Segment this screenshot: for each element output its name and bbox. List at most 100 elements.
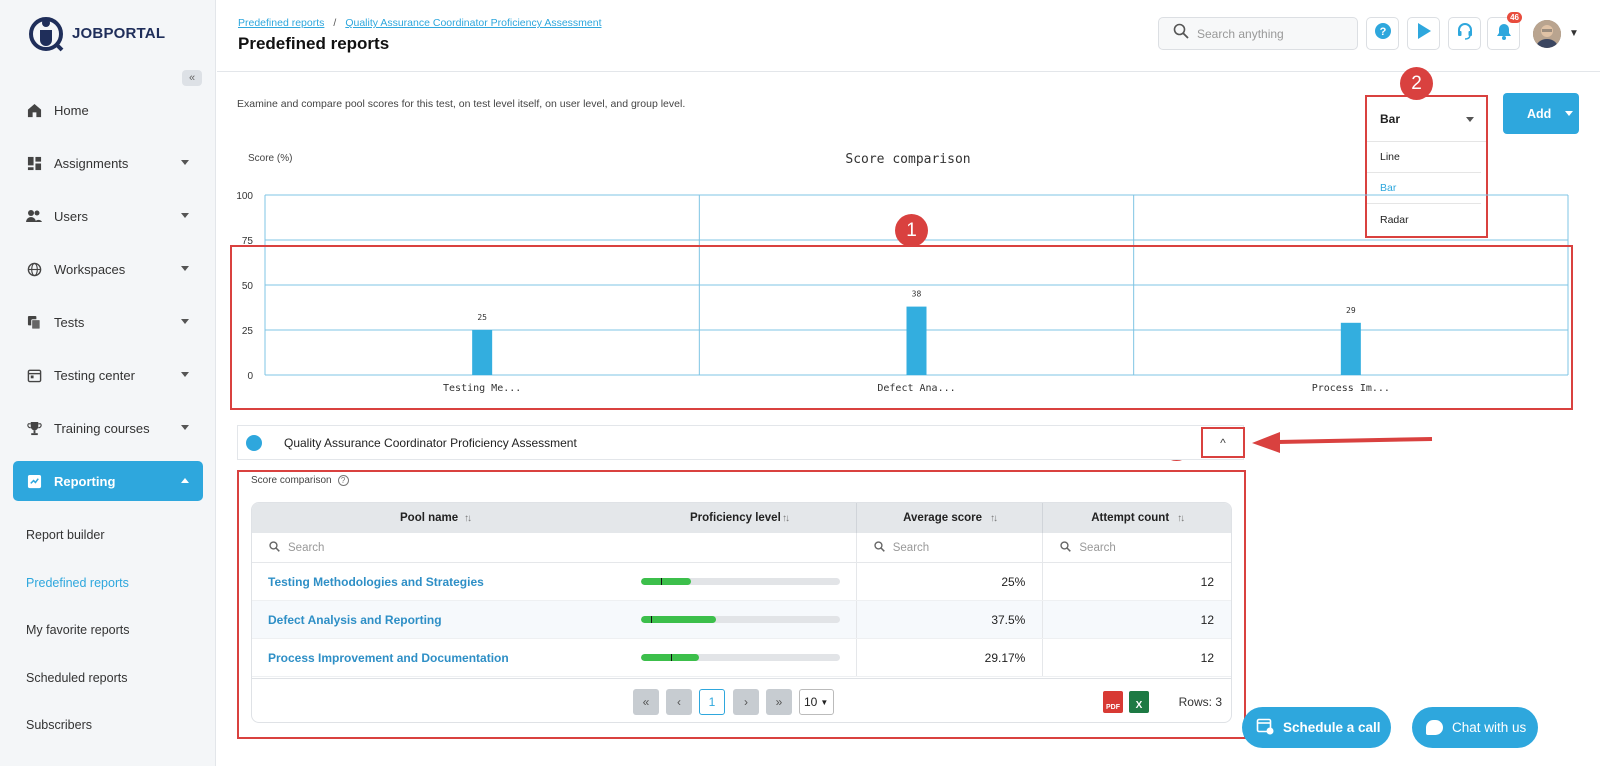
sidebar-item-users[interactable]: Users [13, 196, 203, 236]
proficiency-bar-marker [650, 616, 652, 623]
proficiency-bar-fill [641, 616, 716, 623]
sidebar-item-label: Workspaces [54, 261, 126, 277]
table-header-row: Pool name ↑↓ Proficiency level ↑↓ Averag… [252, 503, 1231, 533]
sort-icon[interactable]: ↑↓ [1177, 512, 1185, 524]
chart-x-tick-label: Defect Ana... [877, 383, 955, 394]
sidebar-subitem-report-builder[interactable]: Report builder [26, 528, 105, 542]
search-icon [874, 540, 885, 555]
notification-badge: 46 [1507, 12, 1522, 23]
attempt-count-search-input[interactable] [1079, 541, 1200, 554]
chart-y-tick-label: 25 [242, 326, 254, 337]
pool-name-link[interactable]: Process Improvement and Documentation [268, 650, 509, 665]
export-pdf-button[interactable]: PDF [1103, 691, 1123, 713]
accordion-title: Quality Assurance Coordinator Proficienc… [284, 436, 577, 450]
chart-type-option-line[interactable]: Line [1367, 142, 1481, 173]
breadcrumb-link-predefined-reports[interactable]: Predefined reports [238, 17, 325, 29]
chart-y-axis-label: Score (%) [248, 153, 292, 164]
chart-type-option-radar[interactable]: Radar [1380, 213, 1409, 226]
pdf-icon: PDF [1106, 704, 1120, 711]
next-page-button[interactable]: › [733, 689, 759, 715]
chart-bar[interactable] [472, 330, 493, 375]
search-icon [1060, 540, 1072, 555]
accordion-collapse-button[interactable]: ^ [1201, 427, 1245, 458]
chart-type-selected[interactable]: Bar [1367, 97, 1486, 142]
sidebar-subitem-subscribers[interactable]: Subscribers [26, 718, 92, 732]
breadcrumb-link-assessment[interactable]: Quality Assurance Coordinator Proficienc… [345, 17, 602, 29]
proficiency-bar [641, 654, 840, 661]
proficiency-bar-fill [641, 578, 691, 585]
average-score-cell: 25% [857, 563, 1044, 600]
pool-name-link[interactable]: Testing Methodologies and Strategies [268, 574, 484, 589]
chevron-down-icon [181, 213, 189, 218]
schedule-call-button[interactable]: Schedule a call [1242, 707, 1391, 748]
sidebar-subitem-my-favorite-reports[interactable]: My favorite reports [26, 623, 130, 637]
chevron-down-icon[interactable]: ▼ [1569, 28, 1579, 39]
column-header-average-score[interactable]: Average score ↑↓ [857, 503, 1044, 533]
sidebar-item-reporting[interactable]: Reporting [13, 461, 203, 501]
sidebar-item-label: Assignments [54, 155, 129, 171]
chat-with-us-button[interactable]: Chat with us [1412, 707, 1538, 748]
attempt-count-filter[interactable] [1043, 533, 1231, 562]
help-icon[interactable]: ? [337, 475, 349, 486]
global-search[interactable] [1158, 17, 1358, 50]
sidebar-item-workspaces[interactable]: Workspaces [13, 249, 203, 289]
sidebar-item-training-courses[interactable]: Training courses [13, 408, 203, 448]
table-pagination: « ‹ 1 › » 10 ▼ PDF X Rows: 3 [252, 678, 1231, 722]
chart-x-tick-label: Testing Me... [443, 383, 521, 394]
page-1-button[interactable]: 1 [699, 689, 725, 715]
sidebar-item-tests[interactable]: Tests [13, 302, 203, 342]
chart-bar[interactable] [906, 306, 927, 375]
sidebar-subitem-predefined-reports[interactable]: Predefined reports [26, 576, 129, 590]
pool-name-filter[interactable] [252, 533, 857, 562]
search-input[interactable] [1197, 26, 1347, 41]
sidebar-subitem-scheduled-reports[interactable]: Scheduled reports [26, 671, 128, 685]
chart-type-option-bar[interactable]: Bar [1367, 173, 1481, 204]
chart-y-tick-label: 0 [247, 371, 253, 382]
chevron-down-icon [181, 372, 189, 377]
test-accordion-header[interactable]: Quality Assurance Coordinator Proficienc… [237, 425, 1244, 460]
column-header-pool-name[interactable]: Pool name ↑↓ Proficiency level ↑↓ [252, 503, 857, 533]
double-chevron-left-icon: « [188, 72, 196, 84]
excel-icon: X [1135, 700, 1143, 711]
sidebar-item-label: Training courses [54, 420, 150, 436]
sort-icon[interactable]: ↑↓ [990, 512, 998, 524]
support-button[interactable] [1448, 17, 1481, 50]
sidebar-item-label: Testing center [54, 367, 135, 383]
pool-name-search-input[interactable] [288, 541, 408, 554]
sidebar-item-testing-center[interactable]: Testing center [13, 355, 203, 395]
add-button[interactable]: Add [1503, 93, 1579, 134]
pointer-arrow [1250, 430, 1435, 459]
calendar-icon [1256, 717, 1274, 738]
first-page-button[interactable]: « [633, 689, 659, 715]
logo-icon [28, 14, 66, 52]
collapse-sidebar-button[interactable]: « [182, 70, 202, 86]
previous-page-button[interactable]: ‹ [666, 689, 692, 715]
chevron-down-icon [181, 425, 189, 430]
breadcrumb-separator: / [333, 17, 337, 29]
sidebar-item-label: Users [54, 208, 88, 224]
sidebar-item-assignments[interactable]: Assignments [13, 143, 203, 183]
sort-icon[interactable]: ↑↓ [464, 513, 472, 524]
chevron-down-icon [181, 266, 189, 271]
logo[interactable]: JOBPORTAL [28, 14, 165, 52]
page-size-select[interactable]: 10 ▼ [799, 689, 834, 715]
avatar[interactable] [1533, 20, 1561, 48]
pool-name-link[interactable]: Defect Analysis and Reporting [268, 612, 442, 627]
chart-type-select[interactable]: Bar Line Bar Radar [1365, 95, 1488, 238]
export-excel-button[interactable]: X [1129, 691, 1149, 713]
search-icon [1173, 23, 1189, 44]
sort-icon[interactable]: ↑↓ [782, 513, 790, 524]
help-button[interactable]: ? [1366, 17, 1399, 50]
average-score-search-input[interactable] [892, 541, 1013, 554]
chat-icon [1426, 720, 1443, 735]
column-header-attempt-count[interactable]: Attempt count ↑↓ [1091, 512, 1185, 524]
globe-icon [26, 261, 42, 277]
play-tutorial-button[interactable] [1407, 17, 1440, 50]
chart-bar[interactable] [1340, 322, 1361, 375]
sidebar-item-home[interactable]: Home [13, 90, 203, 130]
last-page-button[interactable]: » [766, 689, 792, 715]
average-score-filter[interactable] [857, 533, 1044, 562]
notifications-button[interactable]: 46 [1487, 12, 1522, 50]
breadcrumb: Predefined reports / Quality Assurance Coo… [238, 17, 602, 29]
home-icon [26, 102, 42, 118]
